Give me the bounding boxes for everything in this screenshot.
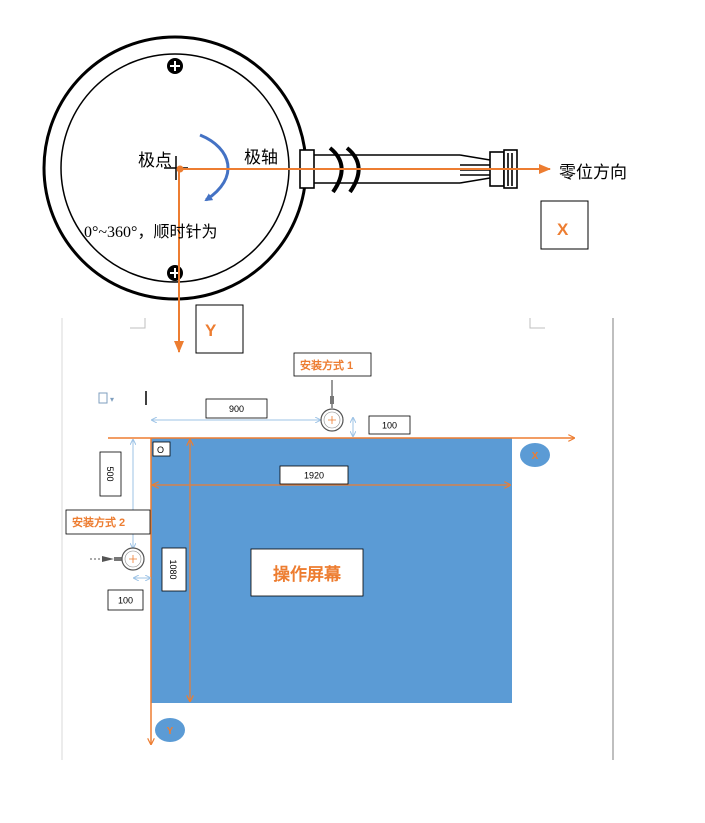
dim-1920-box [279, 465, 349, 485]
origin-box [152, 441, 171, 457]
document-page-frame: ▾ [61, 318, 614, 760]
y-axis-badge [155, 718, 185, 742]
screen-label: 操作屏幕 [273, 564, 342, 584]
svg-text:▾: ▾ [110, 395, 114, 404]
dim-1080-box [161, 547, 187, 592]
dim-900-label: 900 [229, 404, 244, 414]
dim-100-left-box [107, 589, 144, 611]
screen-label-box [250, 548, 364, 597]
install-mode-2-box [65, 509, 151, 535]
zero-direction-label: 零位方向 [559, 163, 627, 182]
encoder-icon-top [320, 380, 344, 432]
paste-options-icon: ▾ [98, 392, 114, 404]
x-axis-badge [520, 443, 550, 467]
axis-label: 极轴 [244, 148, 278, 167]
x-label-box [540, 200, 589, 250]
y-label-box [195, 304, 244, 354]
install-mode-1-label: 安装方式 1 [300, 358, 353, 372]
encoder-icon-left [90, 547, 145, 571]
angle-range-label: 0°~360°，顺时针为 [84, 223, 217, 241]
corner-mark-right [529, 318, 545, 329]
origin-label: O [157, 445, 164, 455]
dim-1080-label: 1080 [168, 559, 178, 579]
y-label: Y [205, 321, 217, 340]
screen-layout-diagram: O 安装方式 1 安装方式 2 [65, 352, 574, 744]
screw-icon-bottom [167, 265, 183, 281]
install-mode-2-label: 安装方式 2 [72, 515, 125, 529]
y-axis-badge-label: Y [167, 726, 174, 737]
dim-100-left-label: 100 [118, 596, 133, 606]
install-mode-1-box [293, 352, 372, 377]
dim-1920-label: 1920 [304, 471, 324, 481]
dim-900-box [205, 398, 268, 419]
dim-500-label: 500 [105, 466, 115, 481]
encoder-diagram: 极点 极轴 零位方向 0°~360°，顺时针为 X Y [42, 35, 627, 354]
x-axis-badge-label: X [532, 451, 539, 462]
dim-100-top-label: 100 [382, 421, 397, 431]
screw-icon-top [167, 58, 183, 74]
corner-mark-left [130, 318, 146, 329]
dim-500-box [99, 451, 122, 497]
x-label: X [557, 220, 569, 239]
rotation-arrow-icon [199, 133, 230, 202]
dim-100-top-box [368, 415, 411, 435]
pole-label: 极点 [138, 151, 172, 170]
